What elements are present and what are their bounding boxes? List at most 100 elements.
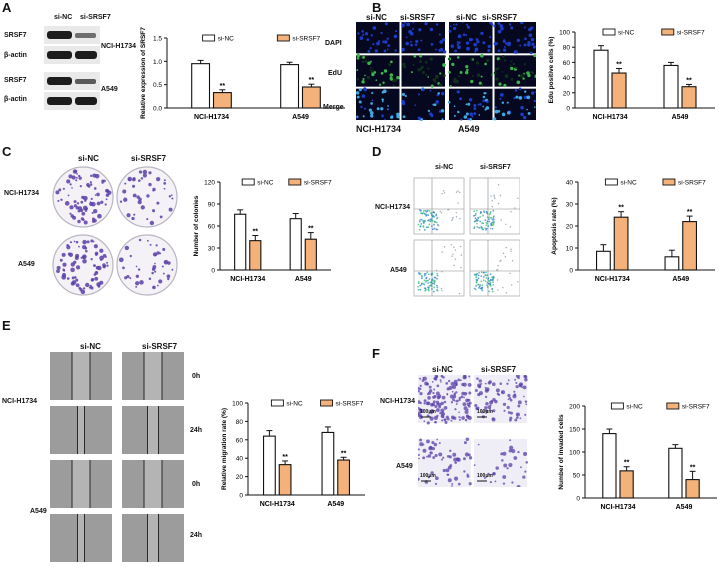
cell-nucleus — [361, 80, 364, 83]
cell-nucleus — [469, 38, 472, 41]
cell-nucleus — [443, 74, 446, 77]
event-dot — [492, 284, 494, 286]
event-dot — [493, 220, 495, 222]
cell-nucleus — [428, 110, 430, 112]
significance-marker: ** — [308, 226, 314, 233]
cell-nucleus — [530, 26, 533, 29]
y-tick-label: 40 — [236, 456, 244, 463]
colony — [94, 244, 98, 248]
invaded-cell — [524, 414, 526, 416]
bar — [214, 93, 232, 108]
event-dot — [479, 221, 481, 223]
time-label: 0h — [192, 373, 200, 380]
bar — [612, 73, 626, 108]
y-tick-label: 0 — [576, 496, 580, 503]
event-dot — [436, 278, 438, 280]
invaded-cell — [509, 419, 512, 422]
cell-nucleus — [507, 102, 509, 104]
colony — [95, 252, 99, 256]
cell-nucleus — [480, 32, 483, 35]
event-dot — [486, 212, 488, 214]
y-axis-label: Relative migration rate (%) — [221, 408, 228, 490]
x-tick-label: A549 — [327, 501, 344, 508]
colony — [90, 175, 92, 177]
cell-nucleus — [524, 63, 526, 65]
cell-nucleus — [422, 71, 425, 74]
col-label-si-nc: si-NC — [78, 154, 99, 163]
cell-nucleus — [390, 73, 394, 77]
invaded-cell — [467, 473, 469, 475]
cell-nucleus — [370, 67, 372, 69]
colony — [171, 197, 173, 199]
event-dot — [488, 290, 490, 292]
colony — [60, 199, 62, 201]
event-dot — [424, 229, 426, 231]
colony — [71, 262, 75, 266]
invaded-cell — [488, 381, 491, 384]
event-dot — [424, 287, 426, 289]
colony — [91, 278, 94, 281]
event-dot — [434, 281, 436, 283]
event-dot — [487, 225, 489, 227]
event-dot — [460, 246, 461, 247]
colony — [162, 265, 164, 267]
cell-nucleus — [435, 75, 439, 79]
significance-marker: ** — [253, 229, 259, 236]
cell-nucleus — [526, 95, 530, 99]
event-dot — [492, 210, 493, 211]
cell-nucleus — [413, 55, 416, 58]
colony — [93, 219, 97, 223]
event-dot — [423, 220, 425, 222]
colony — [156, 244, 158, 246]
event-dot — [426, 271, 428, 273]
invaded-cell — [478, 444, 480, 446]
event-dot — [473, 210, 475, 212]
cell-nucleus — [465, 34, 467, 36]
cell-nucleus — [502, 71, 504, 73]
cell-nucleus — [473, 104, 476, 107]
cell-nucleus — [528, 112, 531, 115]
colony — [106, 189, 109, 192]
event-dot — [426, 210, 428, 212]
cell-nucleus — [524, 90, 526, 92]
event-dot — [475, 285, 477, 287]
invaded-cell — [469, 402, 472, 405]
bar — [686, 480, 699, 498]
colony — [85, 209, 88, 212]
western-blot-image — [44, 26, 100, 112]
colony — [146, 194, 149, 197]
invaded-cell — [503, 464, 507, 468]
invaded-cell — [427, 393, 429, 395]
legend-swatch — [605, 179, 617, 185]
cell-nucleus — [498, 30, 502, 34]
colony — [157, 285, 159, 287]
cell-nucleus — [418, 48, 421, 51]
colony — [68, 253, 71, 256]
cell-nucleus — [357, 32, 359, 34]
bar — [264, 436, 276, 495]
colony — [148, 183, 151, 186]
cell-nucleus — [482, 99, 485, 102]
y-tick-label: 100 — [569, 450, 580, 457]
cell-nucleus — [431, 114, 434, 117]
event-dot — [496, 269, 497, 270]
invaded-cell — [422, 456, 425, 459]
cell-nucleus — [457, 90, 460, 93]
cell-nucleus — [483, 96, 486, 99]
invaded-cell — [509, 449, 512, 452]
microscopy-tile — [495, 89, 537, 120]
colony — [106, 265, 108, 267]
cell-nucleus — [466, 103, 468, 105]
cell-nucleus — [534, 106, 536, 108]
event-dot — [434, 228, 436, 230]
cell-line-label: A549 — [30, 508, 47, 515]
cell-nucleus — [370, 102, 373, 105]
colony — [129, 277, 131, 279]
y-tick-label: 20 — [566, 224, 574, 231]
cell-nucleus — [515, 89, 518, 92]
colony-plates — [52, 164, 178, 300]
invaded-cell — [466, 392, 468, 394]
cell-nucleus — [529, 34, 533, 38]
invaded-cell — [520, 466, 522, 468]
